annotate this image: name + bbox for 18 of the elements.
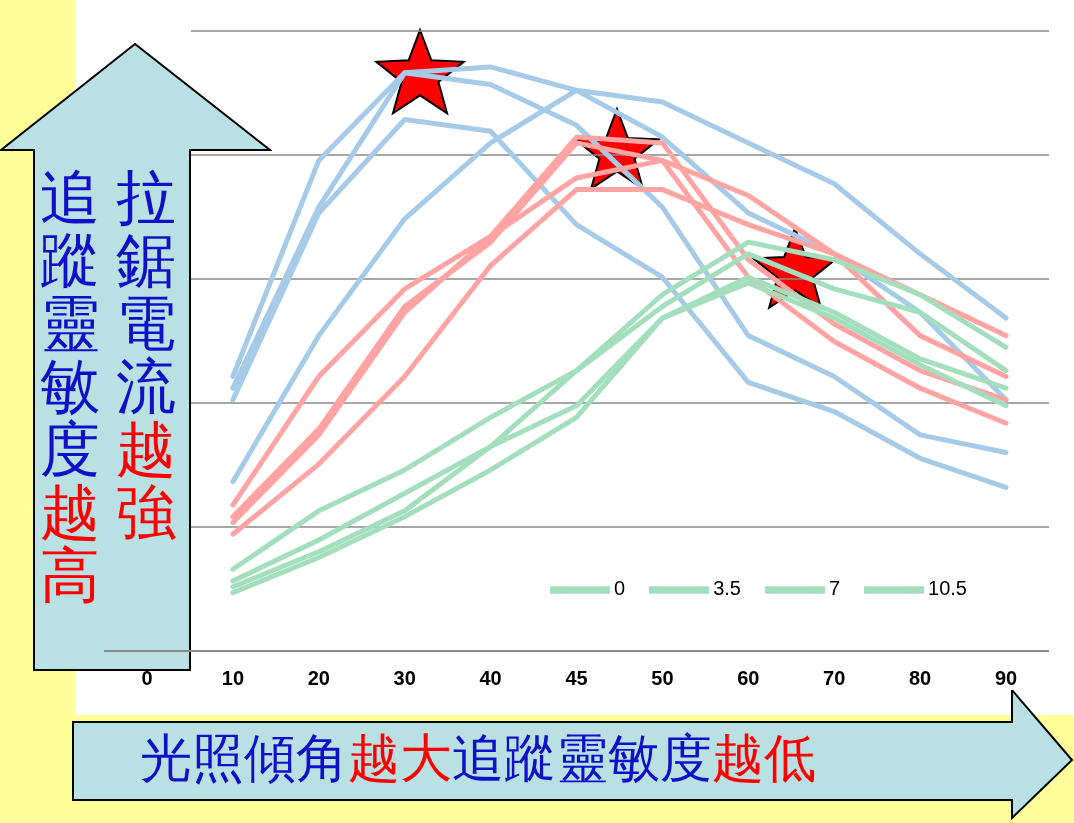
x-tick-label: 20 [307, 667, 330, 690]
text: 追蹤靈敏度越高 [40, 162, 100, 610]
x-tick-label: 50 [651, 667, 674, 690]
x-tick-label: 80 [908, 667, 932, 690]
x-tick-label: 10 [221, 667, 245, 690]
x-tick-label: 60 [737, 667, 760, 690]
x-tick-label: 40 [479, 667, 502, 690]
x-tick-label: 90 [994, 667, 1018, 690]
legend-label: 7 [828, 577, 841, 600]
x-tick-label: 45 [565, 667, 588, 690]
legend-label: 10.5 [928, 577, 967, 600]
text: 光照傾角越大追蹤靈敏度越低 [140, 728, 816, 788]
x-tick-label: 70 [823, 667, 846, 690]
legend-label: 3.5 [713, 577, 741, 600]
x-tick-label: 0 [141, 667, 153, 690]
legend-label: 0 [614, 577, 626, 600]
x-tick-label: 30 [393, 667, 416, 690]
annotation: 拉鋸電流越強 [116, 162, 176, 547]
